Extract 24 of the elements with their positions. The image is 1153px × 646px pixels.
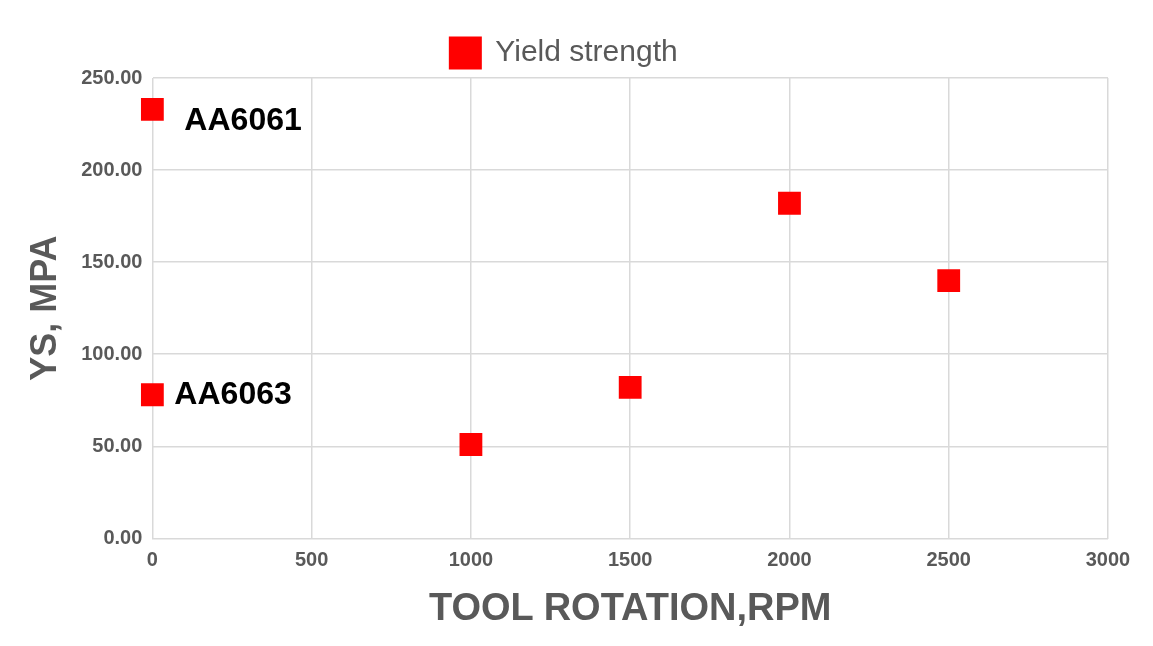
x-tick-label: 1500 xyxy=(607,547,653,570)
x-tick-label: 1000 xyxy=(448,547,494,570)
x-tick-label: 3000 xyxy=(1085,547,1131,570)
point xyxy=(459,433,483,456)
y-tick-label: 250.00 xyxy=(81,65,143,88)
y-tick-label: 50.00 xyxy=(92,433,143,456)
point xyxy=(778,191,801,215)
y-tick-label: 200.00 xyxy=(81,157,143,180)
annotation: AA6063 xyxy=(174,374,292,411)
legend-label: Yield strength xyxy=(495,34,678,68)
y-tick-label: 0.00 xyxy=(103,525,143,548)
point xyxy=(618,375,642,399)
point xyxy=(140,383,164,407)
x-tick-label: 2500 xyxy=(926,547,971,570)
y-axis-title: YS, MPA xyxy=(22,235,64,381)
annotation: AA6061 xyxy=(184,101,302,138)
point xyxy=(937,269,961,292)
x-tick-label: 2000 xyxy=(767,547,812,570)
y-tick-label: 150.00 xyxy=(81,249,143,272)
x-axis-title: TOOL ROTATION,RPM xyxy=(428,585,832,628)
point xyxy=(140,97,164,121)
y-tick-label: 100.00 xyxy=(81,341,143,364)
x-tick-label: 0 xyxy=(146,547,158,570)
x-tick-label: 500 xyxy=(294,547,329,570)
